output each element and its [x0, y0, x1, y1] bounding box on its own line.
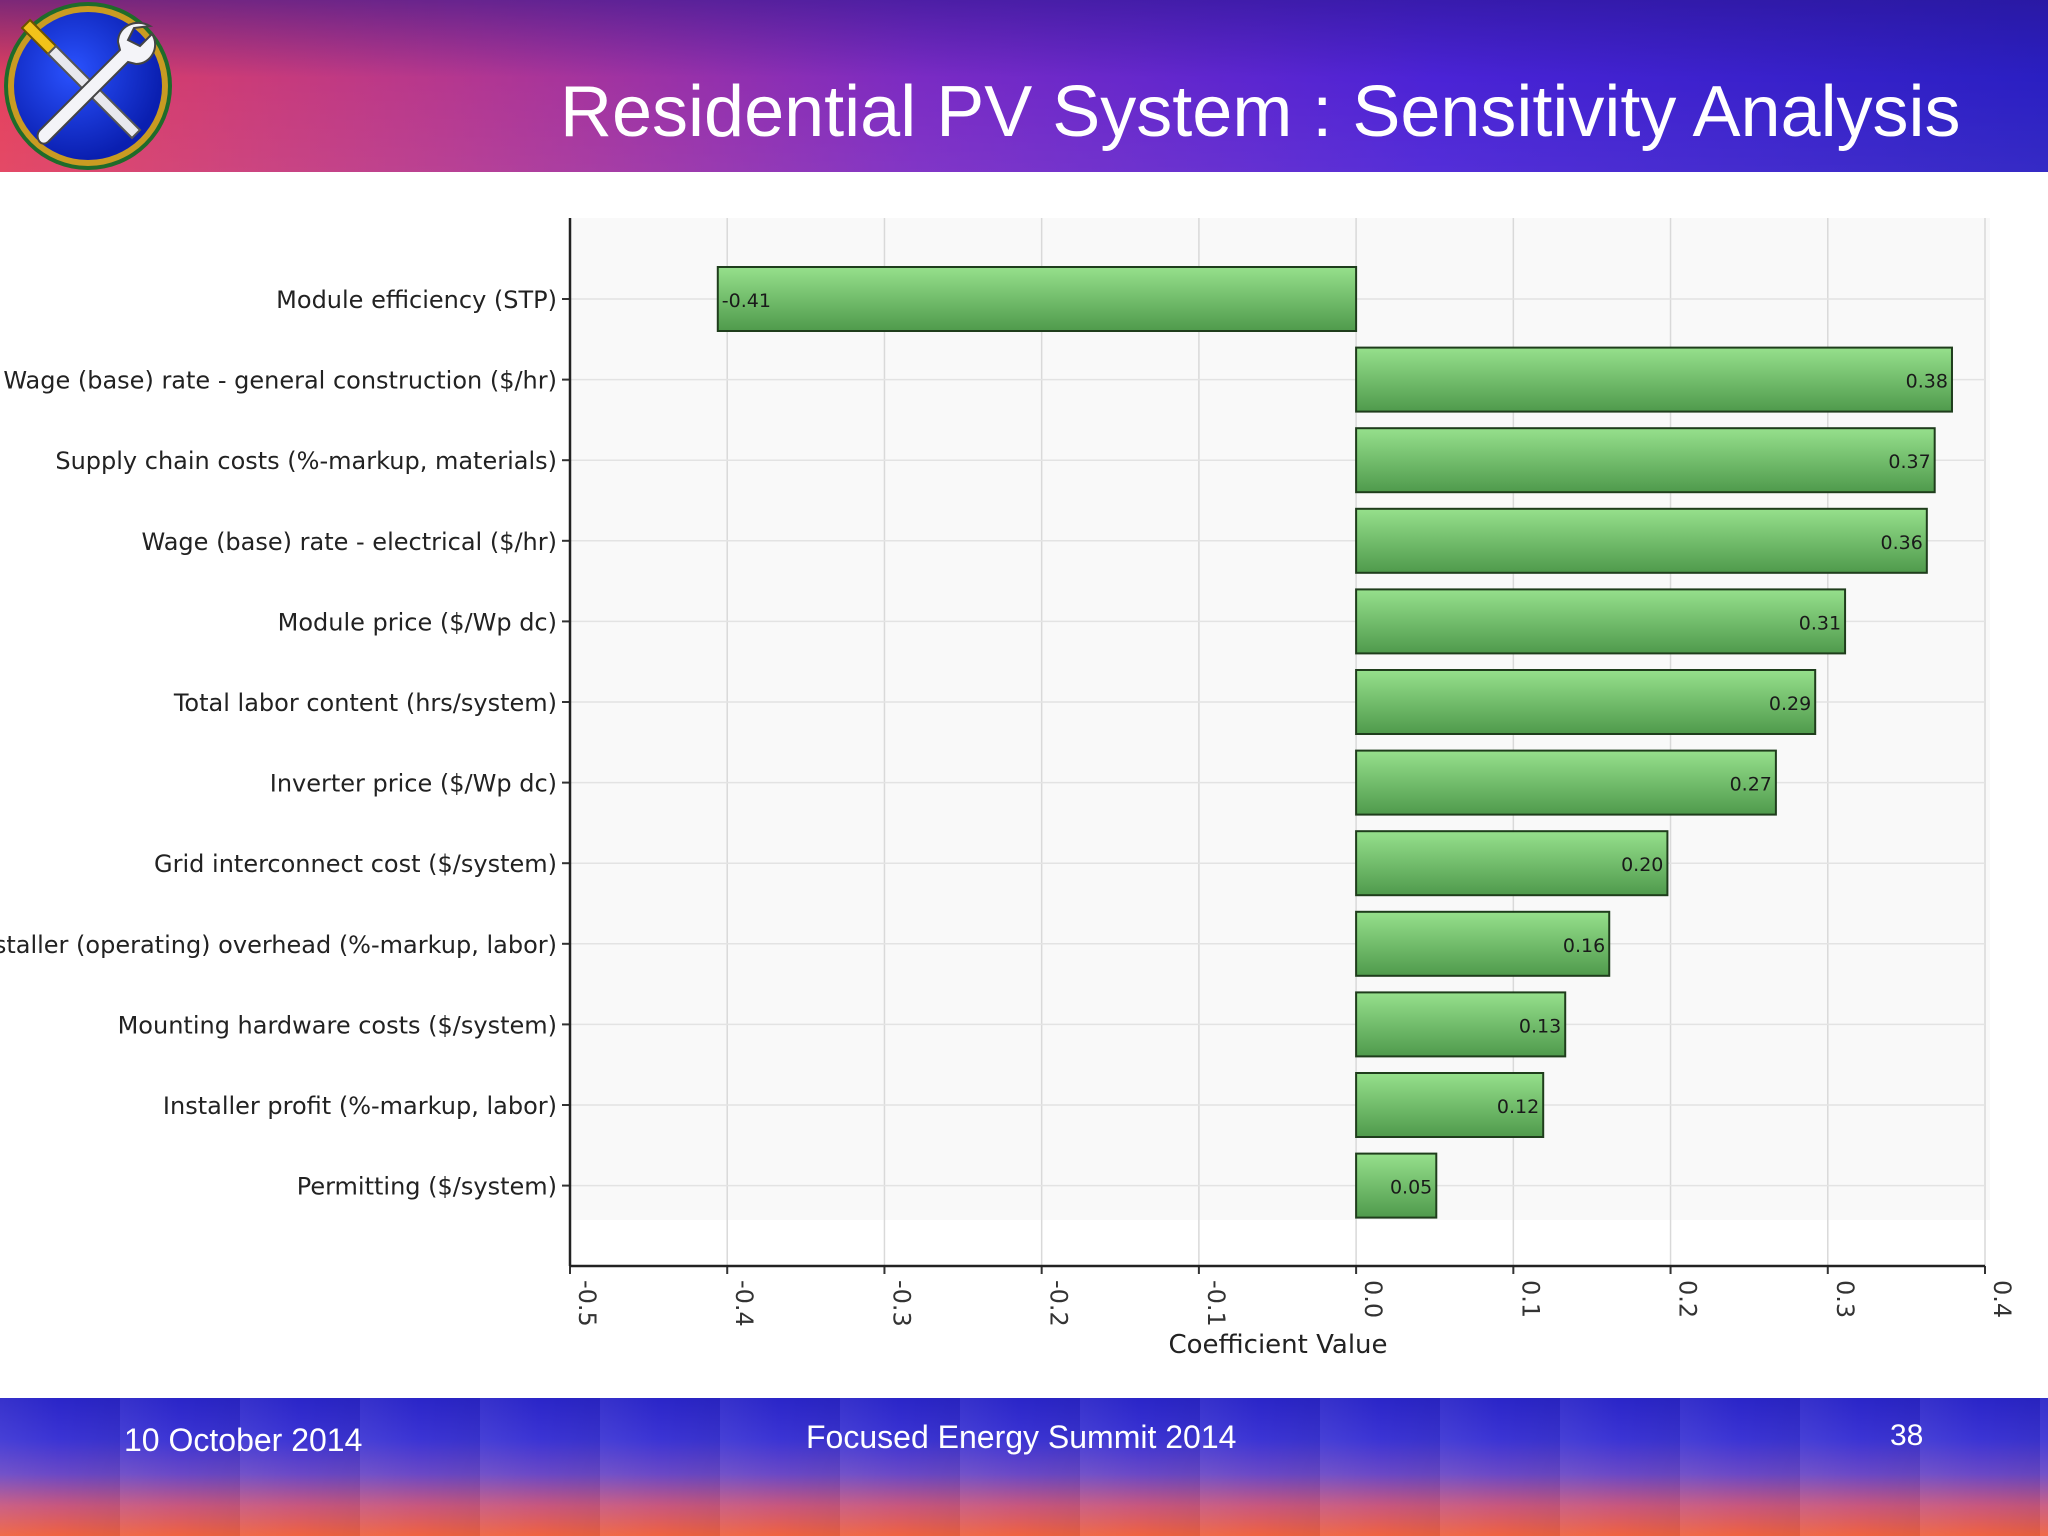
category-label: Total labor content (hrs/system): [173, 689, 557, 717]
category-label: Supply chain costs (%-markup, materials): [55, 447, 557, 475]
x-axis-title: Coefficient Value: [1168, 1330, 1387, 1360]
bar-data-label: 0.27: [1730, 774, 1772, 796]
category-label: Installer profit (%-markup, labor): [163, 1092, 557, 1120]
category-label: Module price ($/Wp dc): [278, 608, 557, 636]
x-tick-label: -0.4: [730, 1280, 758, 1327]
slide-header: [0, 0, 2048, 172]
bar: [1355, 588, 1847, 655]
x-tick-label: 0.3: [1831, 1280, 1859, 1318]
bar-data-label: 0.38: [1906, 371, 1948, 393]
bar: [1355, 346, 1953, 413]
category-label: Installer (operating) overhead (%-markup…: [0, 931, 557, 959]
bar-data-label: 0.36: [1881, 532, 1923, 554]
category-label: Module efficiency (STP): [276, 286, 557, 314]
bar: [1355, 991, 1567, 1058]
x-tick-label: -0.2: [1045, 1280, 1073, 1327]
x-tick-label: 0.2: [1674, 1280, 1702, 1318]
bar: [1355, 507, 1928, 574]
sensitivity-chart: -0.41 0.38 0.37 0.36 0.31 0.29 0.27 0.20 0.16 0.1…: [0, 172, 2048, 1398]
footer-page-number: 38: [1890, 1419, 1924, 1452]
footer-event: Focused Energy Summit 2014: [806, 1419, 1237, 1455]
x-tick-label: -0.5: [573, 1280, 601, 1327]
bar-data-label: 0.16: [1563, 935, 1605, 957]
bar: [1355, 1072, 1545, 1138]
bar-data-label: 0.05: [1390, 1177, 1432, 1199]
x-tick-label: 0.4: [1988, 1280, 2016, 1318]
bar: [1355, 427, 1936, 494]
category-label: Inverter price ($/Wp dc): [270, 770, 557, 798]
x-tick-label: 0.1: [1516, 1280, 1544, 1318]
bar-data-label: 0.37: [1888, 451, 1930, 473]
bar: [1355, 830, 1669, 897]
bar-data-label: 0.20: [1621, 854, 1663, 876]
category-label: Grid interconnect cost ($/system): [154, 850, 557, 878]
bar: [716, 266, 1358, 332]
bar-data-label: 0.12: [1497, 1096, 1539, 1118]
bar-data-label: 0.13: [1519, 1015, 1561, 1037]
footer-date: 10 October 2014: [124, 1422, 363, 1458]
slide-title: Residential PV System : Sensitivity Anal…: [560, 72, 1961, 152]
bar: [1355, 669, 1817, 735]
category-label: Mounting hardware costs ($/system): [118, 1011, 557, 1039]
bar: [1355, 1152, 1438, 1219]
logo-wrench-screwdriver-icon: [4, 2, 172, 170]
x-tick-label: -0.3: [887, 1280, 915, 1327]
category-label: Wage (base) rate - electrical ($/hr): [142, 528, 557, 556]
bar: [1355, 749, 1777, 816]
slide-footer: [0, 1398, 2048, 1536]
x-tick-label: -0.1: [1202, 1280, 1230, 1327]
bar-data-label: 0.31: [1799, 612, 1841, 634]
x-tick-label: 0.0: [1359, 1280, 1387, 1318]
category-label: Permitting ($/system): [297, 1173, 557, 1201]
category-label: Wage (base) rate - general construction …: [3, 367, 557, 395]
bar-data-label: 0.29: [1769, 693, 1811, 715]
chart-svg: -0.41 0.38 0.37 0.36 0.31 0.29 0.27 0.20 0.16 0.1…: [0, 218, 2016, 1360]
bar-data-label: -0.41: [722, 290, 771, 312]
bar: [1355, 910, 1611, 977]
